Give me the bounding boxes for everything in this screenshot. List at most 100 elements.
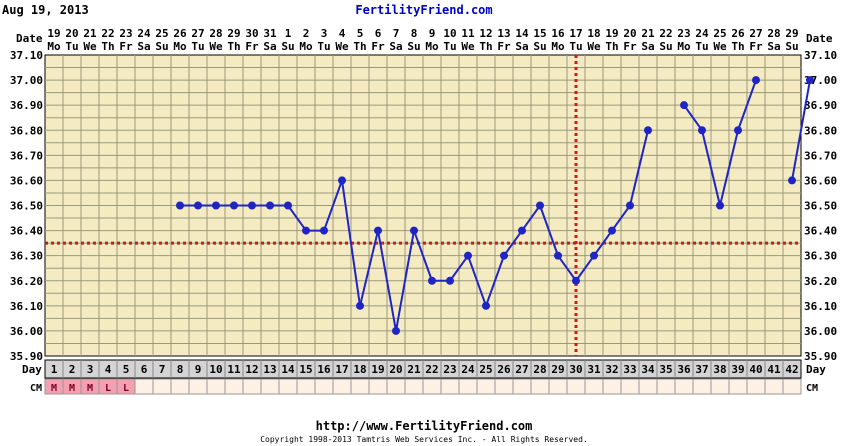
y-tick-label-right: 36.70 [804,149,837,162]
cm-cell [242,378,262,395]
cm-cell [224,378,244,395]
temp-line [377,230,397,332]
weekday-label: Sa [137,40,150,53]
date-label: 27 [749,27,762,40]
cm-cell [440,378,460,395]
cm-cell [530,378,550,395]
date-label: 4 [339,27,346,40]
day-number: 29 [551,363,564,376]
weekday-label: Su [407,40,420,53]
date-label: 9 [429,27,436,40]
weekday-label: Su [281,40,294,53]
temp-point [752,76,760,85]
weekday-label: We [209,40,223,53]
y-tick-label-right: 36.10 [804,300,837,313]
weekday-label: Tu [317,40,330,53]
y-tick-label-right: 35.90 [804,350,837,363]
cm-cell [728,378,748,395]
temp-line [557,255,577,282]
cm-cell [206,378,226,395]
cm-cell [422,378,442,395]
date-label: 22 [101,27,114,40]
y-tick-label-left: 36.80 [10,124,43,137]
date-label: 15 [533,27,546,40]
footer-url[interactable]: http://www.FertilityFriend.com [315,419,533,433]
temp-line [521,204,541,232]
weekday-label: Su [785,40,798,53]
y-tick-label-left: 35.90 [10,350,43,363]
day-number: 42 [785,363,798,376]
weekday-label: Fr [371,40,385,53]
temp-line [287,204,307,232]
reference-lines [45,55,801,356]
cm-cell [296,378,316,395]
day-number: 3 [87,363,94,376]
temp-point [644,126,652,135]
cm-cell [746,378,766,395]
temp-point [608,226,616,235]
date-label: 30 [245,27,258,40]
footer-copyright: Copyright 1998-2013 Tamtris Web Services… [260,435,588,444]
temp-line [467,255,487,307]
weekday-label: Mo [425,40,439,53]
temp-point [266,201,274,210]
cm-value: M [69,383,75,394]
temp-point [320,226,328,235]
chart-grid [45,55,801,356]
cm-cell [764,378,784,395]
cm-value: L [123,383,129,394]
weekday-label: Su [155,40,168,53]
date-label: 19 [47,27,60,40]
date-label: 24 [695,27,709,40]
day-number: 23 [443,363,456,376]
weekday-label: We [83,40,97,53]
weekday-label: We [587,40,601,53]
temp-line [593,230,613,257]
temp-point [248,201,256,210]
day-number: 33 [623,363,636,376]
temp-line [341,180,361,306]
temp-line [719,130,739,206]
date-label: 17 [569,27,582,40]
date-label: 26 [731,27,745,40]
weekday-label: Sa [515,40,528,53]
temp-point [302,226,310,235]
temp-line [701,130,721,206]
cm-cell [494,378,514,395]
cm-cell [674,378,694,395]
cm-value: M [51,383,57,394]
day-number: 32 [605,363,618,376]
day-number: 22 [425,363,438,376]
cm-cell [656,378,676,395]
date-label: 2 [303,27,310,40]
weekday-label: Tu [65,40,78,53]
temp-point [212,201,220,210]
y-tick-label-left: 36.30 [10,250,43,263]
cm-cell [278,378,298,395]
day-number: 40 [749,363,762,376]
cm-cell [620,378,640,395]
weekday-label: Sa [641,40,654,53]
temp-point [626,201,634,210]
day-number: 16 [317,363,331,376]
temp-line [575,255,595,282]
cm-cell [260,378,280,395]
day-number: 17 [335,363,348,376]
y-tick-label-right: 36.60 [804,174,837,187]
temp-line [611,204,631,232]
temp-point [446,276,454,285]
date-row-label-right: Date [806,32,833,45]
day-number: 9 [195,363,202,376]
day-number: 28 [533,363,546,376]
site-link[interactable]: FertilityFriend.com [355,3,493,17]
date-label: 26 [173,27,187,40]
temp-line [539,205,559,257]
y-tick-label-left: 37.10 [10,49,43,62]
temp-point [284,201,292,210]
day-number: 34 [641,363,655,376]
day-number: 30 [569,363,582,376]
weekday-label: Mo [173,40,187,53]
weekday-label: Sa [263,40,276,53]
day-number: 35 [659,363,672,376]
